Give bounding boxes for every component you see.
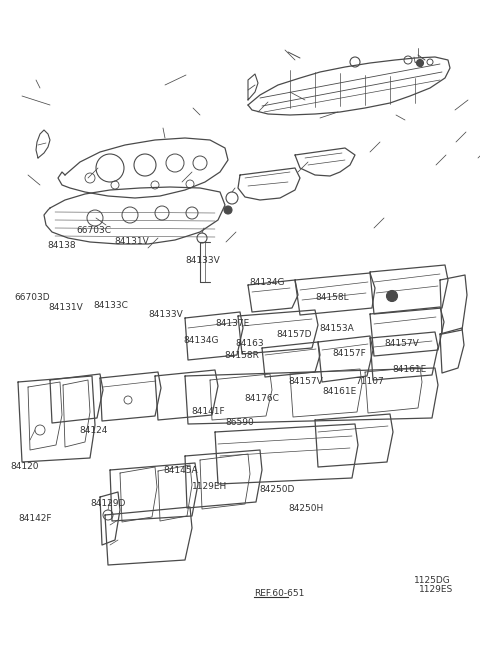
- Text: 1125DG: 1125DG: [414, 576, 451, 585]
- Text: 84161E: 84161E: [393, 365, 427, 374]
- Circle shape: [386, 291, 397, 301]
- Text: 84137E: 84137E: [215, 319, 249, 328]
- Text: 84133V: 84133V: [185, 255, 220, 265]
- Text: 84131V: 84131V: [48, 303, 83, 312]
- Text: 84163: 84163: [235, 339, 264, 348]
- Text: 84133V: 84133V: [149, 310, 183, 319]
- Text: 84157F: 84157F: [332, 349, 366, 358]
- Text: 84134G: 84134G: [183, 336, 219, 345]
- Text: 84138: 84138: [47, 241, 76, 250]
- Text: 84250H: 84250H: [288, 504, 323, 513]
- Text: 84153A: 84153A: [320, 324, 354, 333]
- Text: 84157V: 84157V: [384, 339, 419, 348]
- Text: 1129ES: 1129ES: [419, 585, 453, 594]
- Text: 84142F: 84142F: [18, 514, 52, 523]
- Text: 66703C: 66703C: [77, 226, 112, 235]
- Circle shape: [417, 60, 423, 67]
- Text: 86590: 86590: [226, 418, 254, 427]
- Text: 84250D: 84250D: [259, 485, 295, 495]
- Text: 84157V: 84157V: [288, 377, 323, 386]
- Text: 71107: 71107: [355, 377, 384, 386]
- Text: 84124: 84124: [79, 426, 108, 436]
- Text: 84133C: 84133C: [93, 301, 128, 310]
- Text: 84157D: 84157D: [276, 329, 312, 339]
- Text: 66703D: 66703D: [14, 293, 50, 302]
- Text: 84158R: 84158R: [225, 350, 260, 360]
- Text: 84120: 84120: [11, 462, 39, 471]
- Text: 84131V: 84131V: [114, 236, 149, 246]
- Text: 84158L: 84158L: [315, 293, 348, 302]
- Text: 84176C: 84176C: [245, 394, 280, 403]
- Text: 84161E: 84161E: [323, 387, 357, 396]
- Text: 1129EH: 1129EH: [192, 481, 227, 491]
- Text: 84141F: 84141F: [191, 407, 225, 416]
- Text: 84129D: 84129D: [90, 498, 126, 508]
- Text: REF.60-651: REF.60-651: [254, 589, 305, 598]
- Circle shape: [224, 206, 232, 214]
- Text: 84134G: 84134G: [250, 278, 285, 288]
- Text: 84145A: 84145A: [163, 466, 198, 475]
